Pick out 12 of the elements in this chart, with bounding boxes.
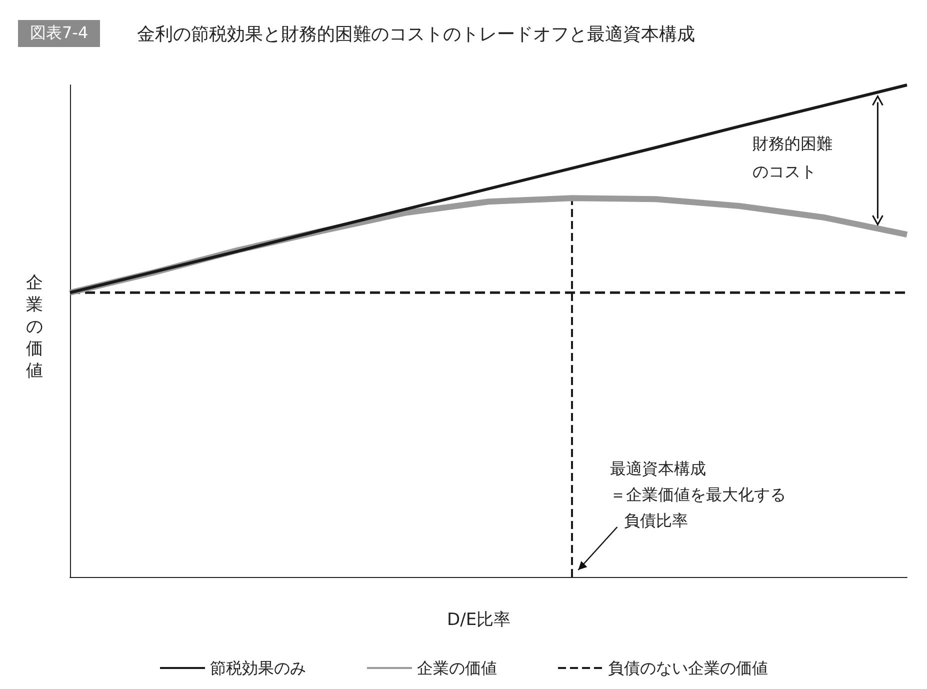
x-axis-title: D/E比率 xyxy=(447,609,511,631)
legend-label: 企業の価値 xyxy=(417,658,497,678)
annotation: ＝企業価値を最大化する xyxy=(610,485,786,506)
annotation: 負債比率 xyxy=(624,511,688,532)
legend-label: 節税効果のみ xyxy=(210,658,306,678)
annotation: 財務的困難 xyxy=(752,134,833,156)
text: 図表7-4 xyxy=(18,20,100,47)
annotation: のコスト xyxy=(752,162,817,184)
annotation: 最適資本構成 xyxy=(610,459,706,480)
chart-title: 金利の節税効果と財務的困難のコストのトレードオフと最適資本構成 xyxy=(137,23,695,46)
legend-label: 負債のない企業の価値 xyxy=(608,658,768,678)
y-axis-title: 企業の価値 xyxy=(26,272,44,382)
